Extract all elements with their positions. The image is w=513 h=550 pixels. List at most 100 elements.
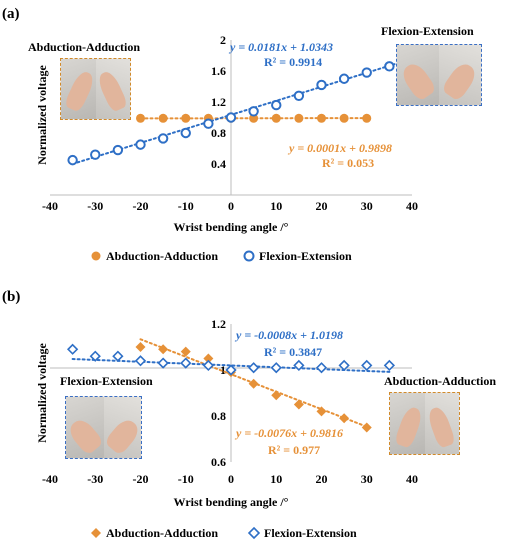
x-tick-label: -20 bbox=[133, 199, 149, 213]
data-point-abduction-adduction bbox=[158, 344, 169, 355]
panel-b-x-axis-title: Wrist bending angle /° bbox=[174, 495, 289, 509]
panel-a-legend-blue-marker bbox=[243, 250, 255, 262]
trendline-flexion-extension bbox=[71, 57, 413, 165]
data-point-flexion-extension bbox=[247, 362, 260, 374]
data-point-abduction-adduction bbox=[293, 399, 304, 410]
y-tick-label: 1.2 bbox=[211, 95, 226, 109]
y-tick-label: 0.8 bbox=[211, 409, 226, 423]
data-point-flexion-extension bbox=[180, 127, 191, 139]
x-tick-label: -20 bbox=[133, 472, 149, 486]
data-point-flexion-extension bbox=[157, 133, 169, 144]
x-tick-label: -10 bbox=[178, 472, 194, 486]
y-tick-label: 0.6 bbox=[211, 455, 226, 469]
data-point-flexion-extension bbox=[112, 144, 124, 156]
data-point-flexion-extension bbox=[361, 67, 372, 78]
data-point-flexion-extension bbox=[66, 343, 79, 355]
data-point-flexion-extension bbox=[202, 359, 215, 372]
panel-a-x-axis-title: Wrist bending angle /° bbox=[174, 220, 289, 234]
panel-b-left-corner-label: Flexion-Extension bbox=[60, 374, 153, 388]
data-point-flexion-extension bbox=[112, 350, 124, 362]
panel-b-photo-abduction bbox=[389, 392, 460, 455]
x-tick-label: 0 bbox=[228, 199, 234, 213]
panel-a-right-corner-label: Flexion-Extension bbox=[381, 24, 474, 38]
data-point-flexion-extension bbox=[203, 118, 214, 129]
panel-b-legend-orange-marker bbox=[91, 528, 101, 538]
y-tick-label: 0.4 bbox=[211, 157, 226, 171]
data-point-flexion-extension bbox=[338, 359, 350, 372]
x-tick-label: -30 bbox=[87, 199, 103, 213]
panel-a-eq-blue: y = 0.0181x + 1.0343 bbox=[228, 40, 333, 54]
data-point-abduction-adduction bbox=[294, 113, 304, 123]
data-point-abduction-adduction bbox=[180, 346, 191, 357]
data-point-abduction-adduction bbox=[316, 406, 327, 417]
panel-b-points bbox=[66, 342, 396, 433]
panel-a-photo-flexion bbox=[396, 44, 482, 106]
data-point-flexion-extension bbox=[316, 79, 327, 91]
data-point-flexion-extension bbox=[89, 350, 101, 362]
data-point-flexion-extension bbox=[90, 149, 101, 160]
panel-a-eq-orange: y = 0.0001x + 0.9898 bbox=[287, 141, 392, 155]
panel-a-y-axis-title: Normalized voltage bbox=[35, 65, 49, 165]
panel-a: (a) Abduction-Adduction Flexion-Extensio… bbox=[2, 6, 474, 263]
panel-b-legend-orange-label: Abduction-Adduction bbox=[106, 526, 218, 540]
data-point-abduction-adduction bbox=[339, 413, 350, 424]
y-tick-label: 2 bbox=[220, 33, 226, 47]
x-tick-label: 10 bbox=[270, 472, 282, 486]
panel-b-label: (b) bbox=[2, 289, 20, 305]
data-point-flexion-extension bbox=[271, 99, 282, 111]
panel-b-photo-flexion bbox=[65, 396, 142, 459]
data-point-abduction-adduction bbox=[135, 342, 146, 352]
panel-a-legend-blue-label: Flexion-Extension bbox=[259, 249, 352, 263]
panel-a-r2-orange: R² = 0.053 bbox=[322, 156, 374, 170]
panel-a-photo-abduction bbox=[60, 58, 131, 120]
data-point-flexion-extension bbox=[225, 364, 237, 376]
panel-b-legend-blue-marker bbox=[247, 526, 261, 540]
data-point-abduction-adduction bbox=[362, 113, 372, 123]
x-tick-label: 30 bbox=[361, 199, 373, 213]
y-tick-label: 1 bbox=[220, 363, 226, 377]
panel-a-trendlines bbox=[71, 57, 413, 165]
panel-a-r2-blue: R² = 0.9914 bbox=[264, 55, 322, 69]
x-tick-label: 40 bbox=[406, 472, 418, 486]
data-point-abduction-adduction bbox=[361, 422, 372, 433]
trendline-flexion-extension bbox=[71, 358, 391, 373]
panel-b-eq-blue: y = -0.0008x + 1.0198 bbox=[234, 328, 343, 342]
x-tick-label: -40 bbox=[42, 472, 58, 486]
data-point-flexion-extension bbox=[134, 355, 147, 367]
data-point-abduction-adduction bbox=[181, 113, 191, 123]
panel-a-left-corner-label: Abduction-Adduction bbox=[28, 40, 140, 54]
data-point-abduction-adduction bbox=[317, 113, 326, 123]
panel-b-right-corner-label: Abduction-Adduction bbox=[384, 374, 496, 388]
data-point-flexion-extension bbox=[338, 73, 350, 84]
data-point-abduction-adduction bbox=[339, 113, 349, 123]
data-point-flexion-extension bbox=[361, 359, 373, 372]
data-point-flexion-extension bbox=[384, 61, 395, 72]
panel-b-y-axis-title: Normalized voltage bbox=[35, 343, 49, 443]
panel-b-x-ticks: -40 -30 -20 -10 0 10 20 30 40 bbox=[42, 472, 418, 486]
panel-a-legend-orange-marker bbox=[91, 251, 101, 261]
data-point-flexion-extension bbox=[135, 139, 146, 150]
y-tick-label: 1.6 bbox=[211, 64, 226, 78]
panel-b-y-ticks: 0.6 0.8 1 1.2 bbox=[211, 317, 226, 469]
data-point-flexion-extension bbox=[315, 362, 328, 374]
panel-a-y-ticks: 0.4 0.8 1.2 1.6 2 bbox=[211, 33, 226, 171]
data-point-flexion-extension bbox=[383, 359, 396, 372]
data-point-flexion-extension bbox=[293, 359, 305, 372]
data-point-flexion-extension bbox=[248, 106, 259, 117]
data-point-abduction-adduction bbox=[271, 390, 282, 401]
panel-a-points bbox=[67, 61, 395, 166]
x-tick-label: 20 bbox=[316, 199, 328, 213]
y-tick-label: 0.8 bbox=[211, 126, 226, 140]
data-point-abduction-adduction bbox=[271, 113, 281, 123]
panel-a-label: (a) bbox=[2, 6, 20, 22]
data-point-flexion-extension bbox=[157, 357, 169, 369]
panel-a-x-ticks: -40 -30 -20 -10 0 10 20 30 40 bbox=[42, 199, 418, 213]
x-tick-label: -10 bbox=[178, 199, 194, 213]
x-tick-label: 40 bbox=[406, 199, 418, 213]
panel-b-r2-blue: R² = 0.3847 bbox=[264, 345, 322, 359]
panel-b-eq-orange: y = -0.0076x + 0.9816 bbox=[234, 426, 343, 440]
data-point-flexion-extension bbox=[67, 154, 78, 166]
data-point-abduction-adduction bbox=[203, 353, 214, 364]
x-tick-label: 0 bbox=[228, 472, 234, 486]
